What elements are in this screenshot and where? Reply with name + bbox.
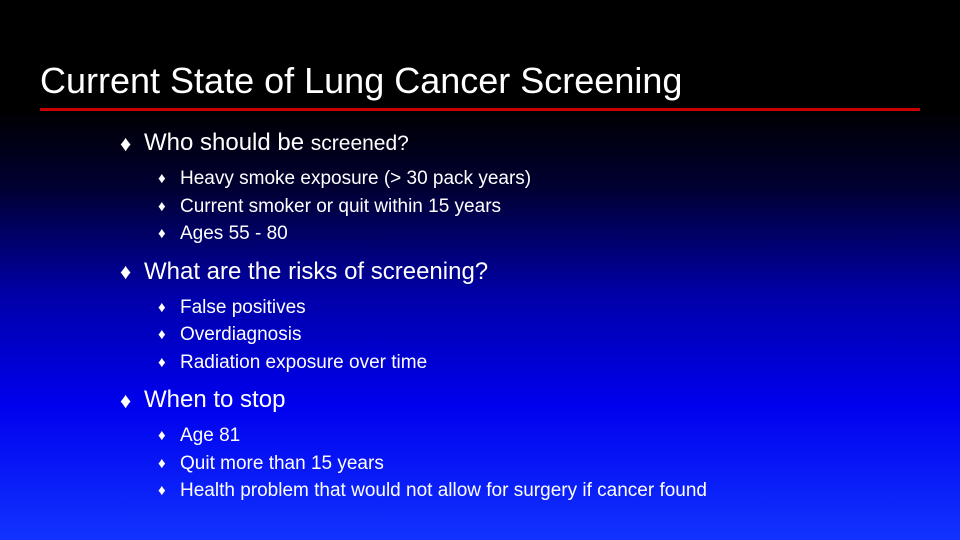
section-header: ♦What are the risks of screening? — [120, 258, 960, 286]
diamond-bullet-icon: ♦ — [158, 168, 180, 190]
list-item: ♦Age 81 — [158, 422, 960, 450]
list-item-text: Age 81 — [180, 425, 240, 446]
list-item: ♦Radiation exposure over time — [158, 349, 960, 377]
list-item-text: Radiation exposure over time — [180, 352, 427, 373]
diamond-bullet-icon: ♦ — [120, 388, 144, 414]
list-item-text: Ages 55 - 80 — [180, 223, 288, 244]
list-item: ♦False positives — [158, 294, 960, 322]
diamond-bullet-icon: ♦ — [158, 352, 180, 374]
list-item-text: Heavy smoke exposure (> 30 pack years) — [180, 168, 531, 189]
sub-list: ♦Age 81 ♦Quit more than 15 years ♦Health… — [120, 422, 960, 505]
section-header-text: When to stop — [144, 386, 285, 413]
diamond-bullet-icon: ♦ — [158, 480, 180, 502]
section-risks: ♦What are the risks of screening? ♦False… — [120, 258, 960, 377]
diamond-bullet-icon: ♦ — [120, 259, 144, 285]
section-header-text-prefix: Who should be — [144, 129, 311, 156]
list-item-text: False positives — [180, 297, 306, 318]
list-item: ♦Overdiagnosis — [158, 321, 960, 349]
list-item: ♦Quit more than 15 years — [158, 450, 960, 478]
diamond-bullet-icon: ♦ — [120, 131, 144, 157]
list-item-text: Current smoker or quit within 15 years — [180, 196, 501, 217]
list-item-text: Overdiagnosis — [180, 324, 301, 345]
slide: Current State of Lung Cancer Screening ♦… — [0, 0, 960, 540]
diamond-bullet-icon: ♦ — [158, 453, 180, 475]
list-item: ♦Health problem that would not allow for… — [158, 477, 960, 505]
list-item: ♦Current smoker or quit within 15 years — [158, 193, 960, 221]
list-item: ♦Ages 55 - 80 — [158, 220, 960, 248]
title-area: Current State of Lung Cancer Screening — [0, 0, 960, 111]
section-header: ♦When to stop — [120, 386, 960, 414]
list-item-text: Health problem that would not allow for … — [180, 480, 707, 501]
list-item: ♦Heavy smoke exposure (> 30 pack years) — [158, 165, 960, 193]
sub-list: ♦False positives ♦Overdiagnosis ♦Radiati… — [120, 294, 960, 377]
slide-title: Current State of Lung Cancer Screening — [40, 60, 682, 106]
section-stop: ♦When to stop ♦Age 81 ♦Quit more than 15… — [120, 386, 960, 505]
diamond-bullet-icon: ♦ — [158, 196, 180, 218]
diamond-bullet-icon: ♦ — [158, 324, 180, 346]
section-header-text: What are the risks of screening? — [144, 258, 488, 285]
content-area: ♦Who should be screened? ♦Heavy smoke ex… — [0, 111, 960, 505]
diamond-bullet-icon: ♦ — [158, 425, 180, 447]
section-header: ♦Who should be screened? — [120, 129, 960, 157]
sub-list: ♦Heavy smoke exposure (> 30 pack years) … — [120, 165, 960, 248]
diamond-bullet-icon: ♦ — [158, 297, 180, 319]
list-item-text: Quit more than 15 years — [180, 453, 384, 474]
section-header-text-suffix: screened? — [311, 132, 409, 155]
diamond-bullet-icon: ♦ — [158, 223, 180, 245]
section-who: ♦Who should be screened? ♦Heavy smoke ex… — [120, 129, 960, 248]
